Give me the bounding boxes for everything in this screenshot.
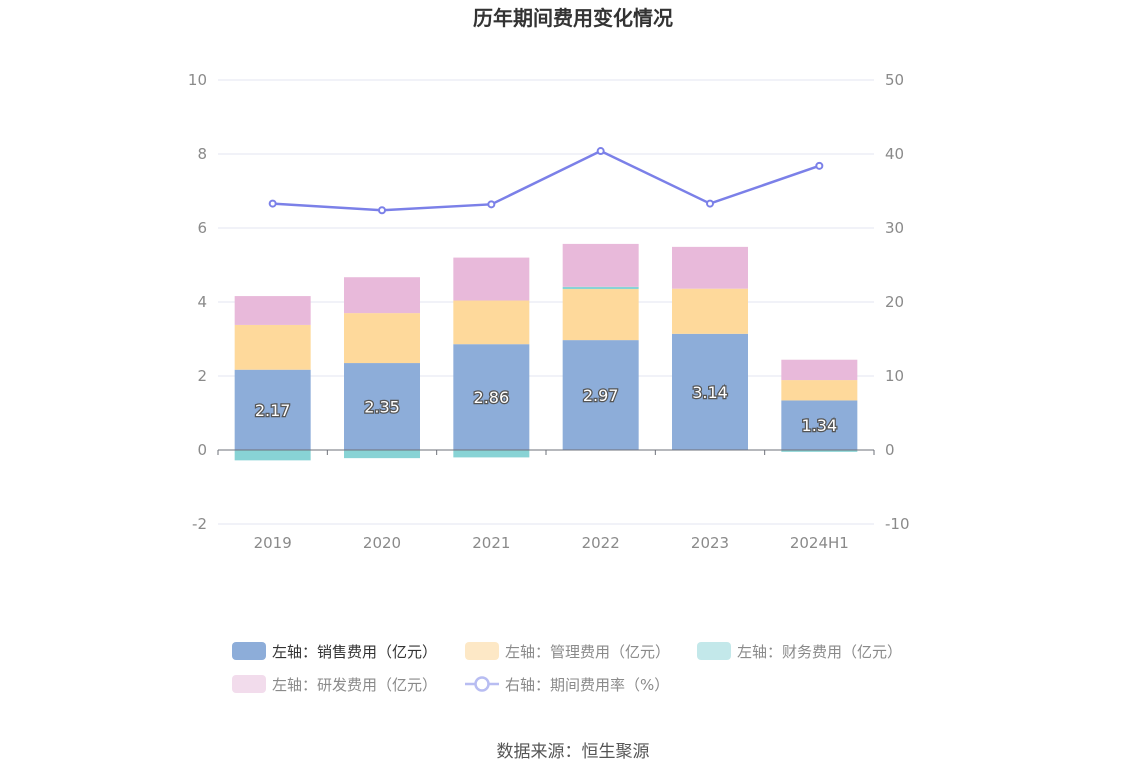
line-point (706, 199, 714, 208)
bar-value-label: 2.86 (474, 388, 510, 407)
line-path (272, 149, 820, 212)
legend-item[interactable]: 左轴：销售费用（亿元） (232, 642, 437, 661)
bar-data-labels: 2.17 2.35 2.86 2.97 3.14 1.34 (254, 382, 839, 437)
gridlines (218, 79, 874, 525)
left-tick-label: -2 (192, 515, 207, 533)
bar-segment (344, 277, 420, 314)
x-tick-label: 2022 (582, 534, 620, 552)
right-tick-label: -10 (885, 515, 910, 533)
line-point (596, 147, 605, 156)
x-axis: 2019 2020 2021 2022 2023 2024H1 (217, 449, 875, 552)
legend-label: 左轴：管理费用（亿元） (505, 643, 670, 661)
bar-segment (781, 450, 858, 452)
legend-label: 左轴：研发费用（亿元） (272, 676, 437, 694)
left-tick-label: 2 (197, 367, 207, 385)
left-tick-label: 0 (197, 441, 207, 459)
bar-segment (781, 359, 858, 381)
bar-segment (562, 340, 639, 450)
bar-value-label: 2.35 (364, 398, 400, 417)
legend-swatch (465, 642, 499, 660)
bar-segment (562, 243, 639, 287)
bar-segment (672, 288, 748, 334)
line-point (487, 200, 496, 209)
bar-segment (672, 246, 748, 289)
bar-segment (781, 380, 858, 401)
line-point (378, 206, 386, 215)
bar-segment (672, 333, 748, 450)
source-note: 数据来源：恒生聚源 (497, 742, 650, 762)
bar-value-label: 2.17 (255, 401, 291, 420)
line-series (268, 147, 824, 215)
bar-segment (453, 344, 530, 450)
bar-segment (562, 286, 639, 290)
bar-segment (234, 369, 311, 450)
x-tick-label: 2019 (254, 534, 292, 552)
bar-segment (234, 296, 311, 325)
left-tick-label: 8 (197, 145, 207, 163)
line-point (815, 161, 824, 170)
x-tick-label: 2020 (363, 534, 401, 552)
bar-segment (453, 257, 530, 301)
left-axis-ticks: -2 0 2 4 6 8 10 (188, 71, 207, 533)
legend-label: 右轴：期间费用率（%） (505, 676, 669, 694)
chart-title: 历年期间费用变化情况 (473, 6, 673, 30)
right-tick-label: 50 (885, 71, 904, 89)
right-tick-label: 40 (885, 145, 904, 163)
bar-segment (344, 450, 420, 459)
bar-segment (234, 450, 311, 461)
line-point (268, 199, 277, 208)
legend-point-swatch (474, 676, 490, 692)
left-tick-label: 10 (188, 71, 207, 89)
legend-item[interactable]: 右轴：期间费用率（%） (465, 676, 669, 694)
left-tick-label: 6 (197, 219, 207, 237)
right-tick-label: 30 (885, 219, 904, 237)
legend-swatch (232, 675, 266, 693)
bar-series (234, 243, 858, 461)
bar-segment (781, 400, 858, 450)
bar-segment (562, 289, 639, 341)
legend-swatch (697, 642, 731, 660)
legend-item[interactable]: 左轴：管理费用（亿元） (465, 642, 670, 661)
bar-value-label: 1.34 (802, 416, 838, 435)
legend-item[interactable]: 左轴：财务费用（亿元） (697, 642, 902, 661)
legend-label: 左轴：销售费用（亿元） (272, 643, 437, 661)
bar-segment (234, 324, 311, 370)
bar-segment (453, 450, 530, 458)
bar-value-label: 3.14 (692, 383, 728, 402)
bar-segment (453, 300, 530, 345)
legend-item[interactable]: 左轴：研发费用（亿元） (232, 675, 437, 694)
right-tick-label: 20 (885, 293, 904, 311)
right-axis-ticks: -10 0 10 20 30 40 50 (885, 71, 910, 533)
right-tick-label: 0 (885, 441, 895, 459)
left-tick-label: 4 (197, 293, 207, 311)
bar-segment (344, 363, 420, 450)
bar-value-label: 2.97 (583, 386, 619, 405)
x-tick-label: 2023 (691, 534, 729, 552)
legend-swatch (232, 642, 266, 660)
bar-segment (344, 313, 420, 364)
legend[interactable]: 左轴：销售费用（亿元） 左轴：管理费用（亿元） 左轴：财务费用（亿元） 左轴：研发费用… (232, 642, 902, 694)
right-tick-label: 10 (885, 367, 904, 385)
legend-label: 左轴：财务费用（亿元） (737, 643, 902, 661)
x-tick-label: 2021 (472, 534, 510, 552)
x-tick-label: 2024H1 (790, 534, 849, 552)
